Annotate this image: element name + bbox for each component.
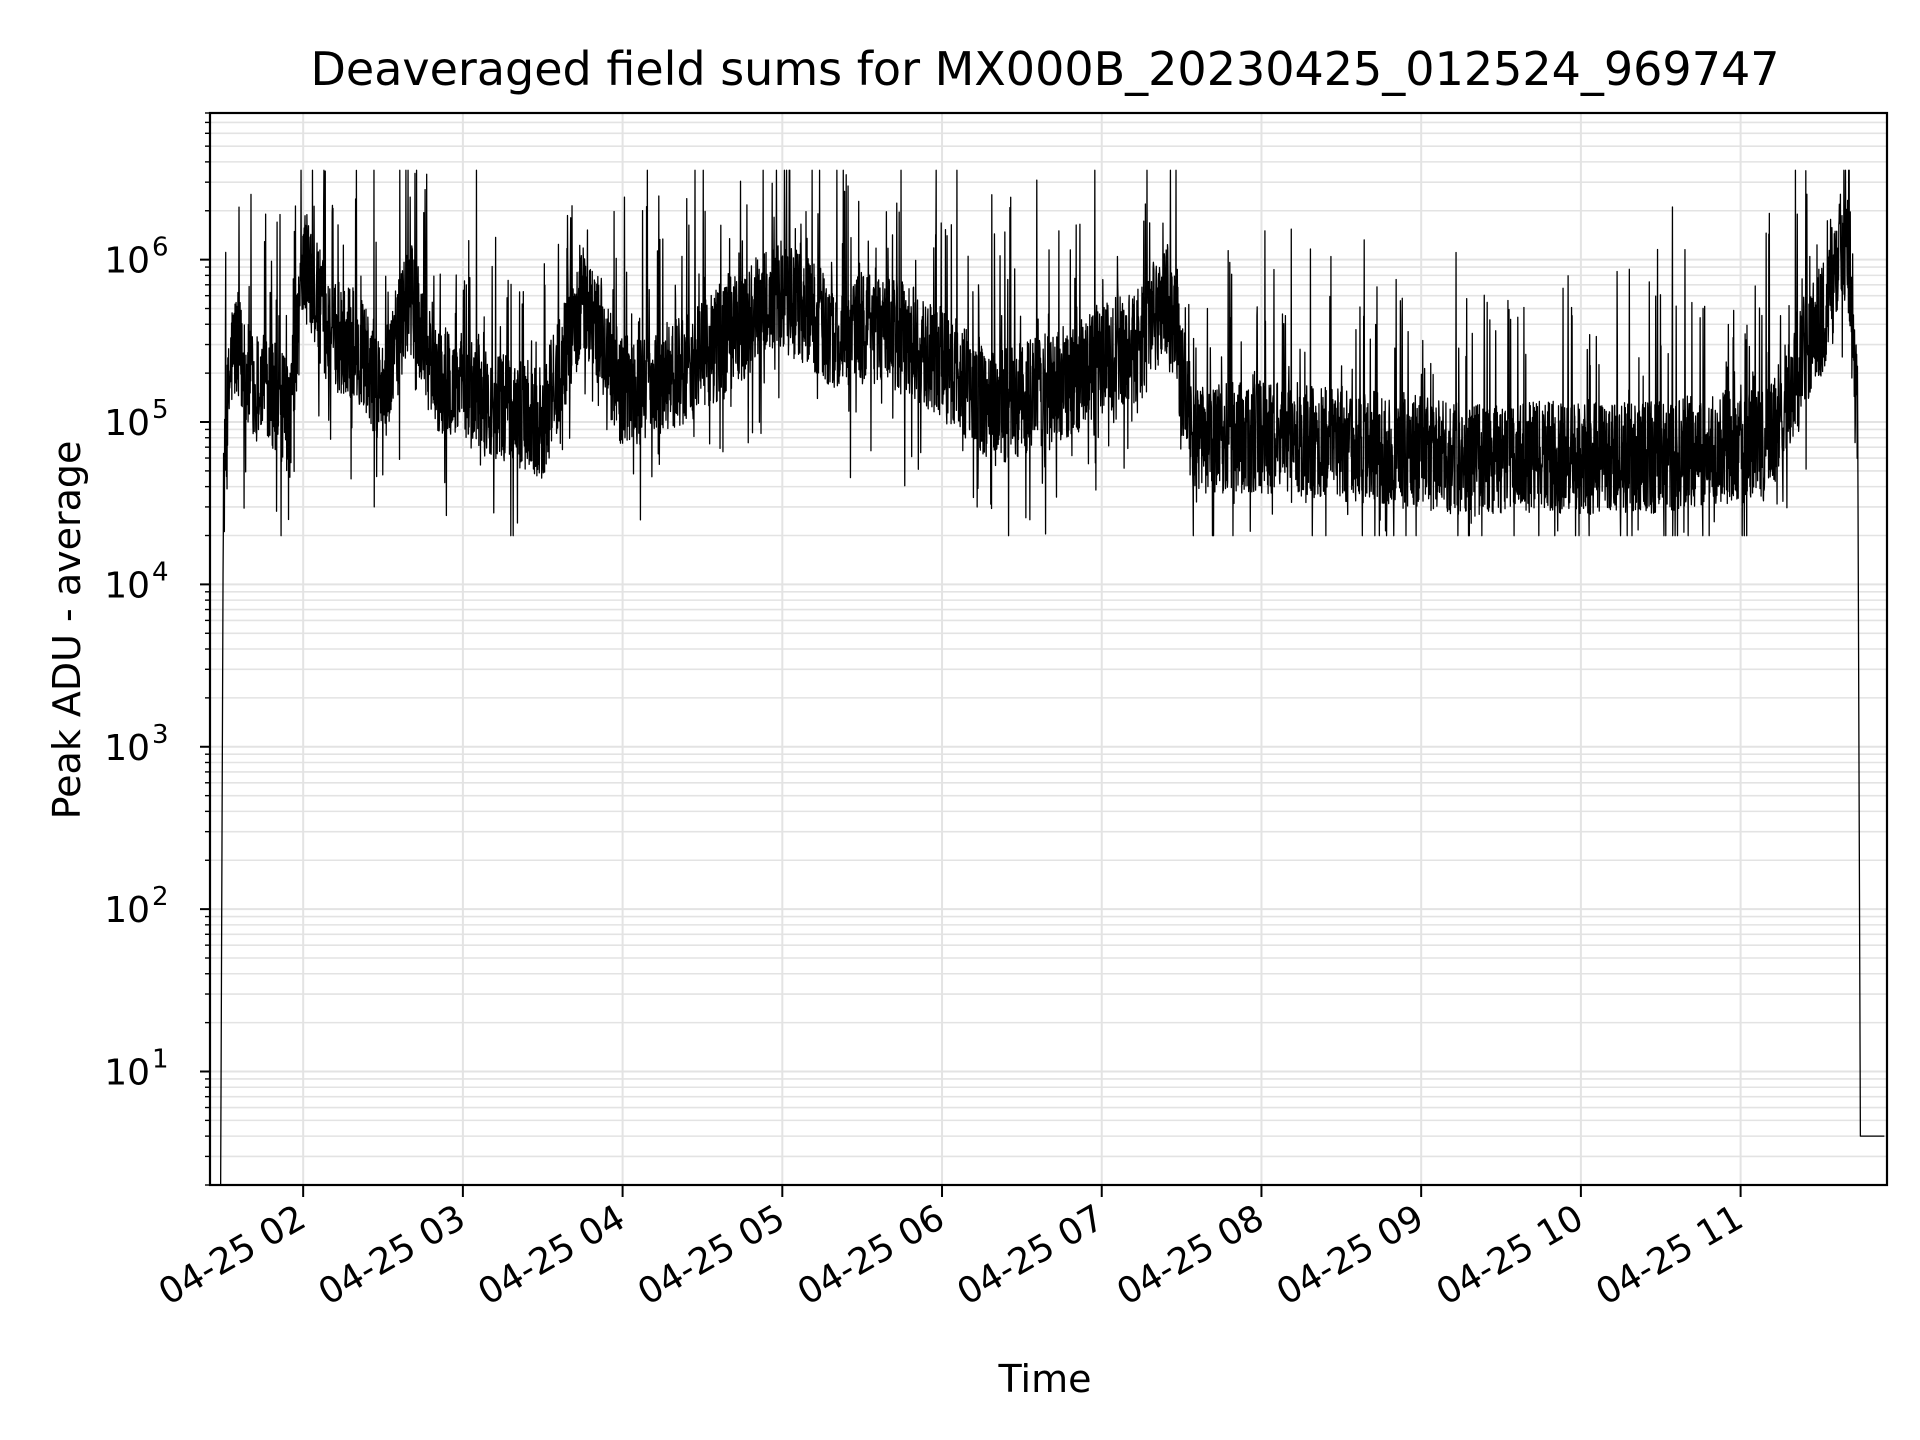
data-line bbox=[220, 169, 1885, 1186]
y-tick-label: 10 bbox=[104, 728, 150, 769]
y-tick-exponent: 4 bbox=[152, 557, 169, 587]
y-tick-label: 10 bbox=[104, 890, 150, 931]
plot-area bbox=[220, 169, 1885, 1186]
x-axis-label: Time bbox=[998, 1357, 1092, 1401]
y-tick-exponent: 6 bbox=[152, 233, 169, 263]
y-tick-label: 10 bbox=[104, 1053, 150, 1094]
y-tick-label: 10 bbox=[104, 241, 150, 282]
y-tick-exponent: 2 bbox=[152, 882, 169, 912]
y-tick-exponent: 5 bbox=[152, 395, 169, 425]
chart-title: Deaveraged field sums for MX000B_2023042… bbox=[310, 42, 1779, 96]
y-tick-exponent: 1 bbox=[152, 1045, 169, 1075]
y-tick-exponent: 3 bbox=[152, 720, 169, 750]
y-axis-label: Peak ADU - average bbox=[45, 441, 89, 820]
y-tick-label: 10 bbox=[104, 403, 150, 444]
y-tick-label: 10 bbox=[104, 565, 150, 606]
